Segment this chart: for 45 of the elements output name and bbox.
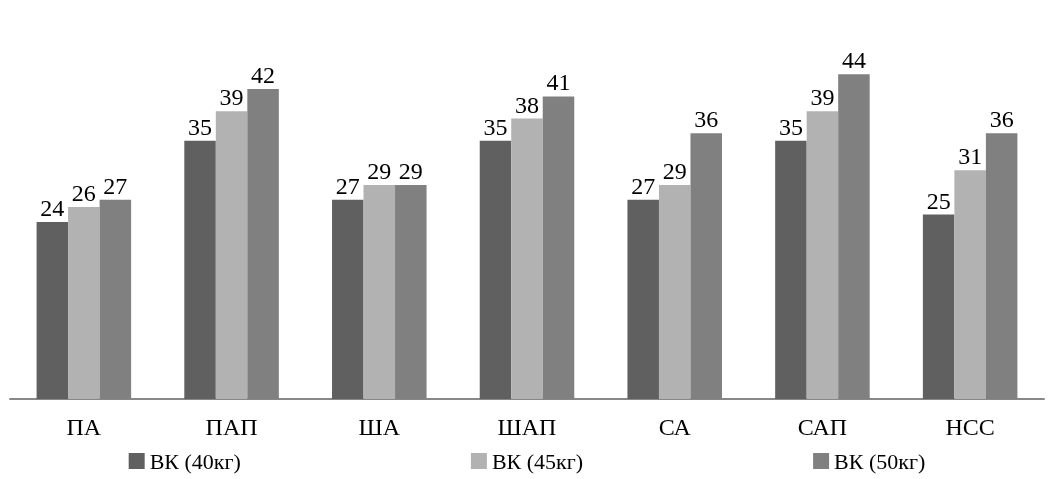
data-label: 39 xyxy=(219,84,244,111)
data-label: 41 xyxy=(546,69,571,96)
bar xyxy=(806,111,839,399)
data-label: 35 xyxy=(778,113,803,140)
data-label: 38 xyxy=(515,91,539,118)
x-tick-label: ПАП xyxy=(205,414,258,440)
data-label: 27 xyxy=(103,172,128,199)
bar xyxy=(658,184,691,399)
data-label: 42 xyxy=(251,62,276,89)
data-label: 24 xyxy=(40,194,65,221)
legend-label: ВК (45кг) xyxy=(491,448,584,474)
data-label: 36 xyxy=(989,106,1014,133)
bar xyxy=(36,221,69,399)
x-tick-label: СА xyxy=(658,414,692,440)
data-label: 36 xyxy=(694,106,719,133)
bar xyxy=(922,214,955,399)
legend-label: ВК (40кг) xyxy=(149,448,241,474)
bar xyxy=(775,140,807,399)
x-tick-label: САП xyxy=(797,414,848,440)
bar xyxy=(363,184,396,399)
bar xyxy=(68,207,100,399)
bar xyxy=(954,170,986,399)
bar xyxy=(184,140,216,399)
data-label: 27 xyxy=(631,172,656,199)
data-label: 35 xyxy=(483,113,508,140)
x-tick-label: ША xyxy=(358,414,401,440)
data-label: 35 xyxy=(188,113,213,140)
bar xyxy=(479,140,512,399)
legend-label: ВК (50кг) xyxy=(834,448,926,474)
data-label: 39 xyxy=(810,84,835,111)
bar xyxy=(332,199,364,399)
data-label: 25 xyxy=(926,187,951,214)
x-tick-label: ПА xyxy=(66,414,102,440)
data-label: 29 xyxy=(398,157,423,184)
data-label: 31 xyxy=(958,143,983,170)
data-label: 26 xyxy=(71,180,96,207)
data-label: 29 xyxy=(367,157,392,184)
bar xyxy=(511,118,543,399)
bar xyxy=(215,111,248,399)
data-label: 27 xyxy=(335,172,360,199)
bar xyxy=(627,199,659,399)
data-label: 44 xyxy=(841,47,866,74)
data-label: 29 xyxy=(662,157,687,184)
x-tick-label: ШАП xyxy=(497,414,557,440)
x-tick-label: НСС xyxy=(945,414,995,440)
